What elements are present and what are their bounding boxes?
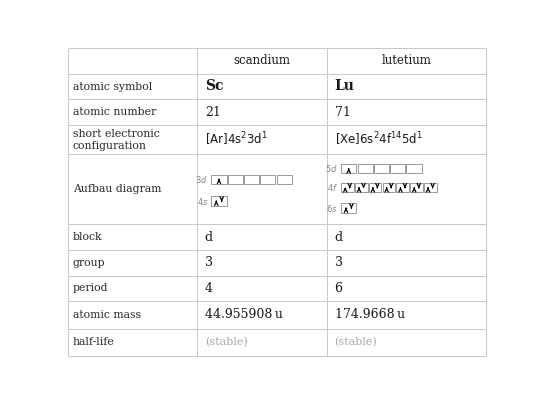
Bar: [341, 204, 356, 213]
Text: half-life: half-life: [73, 337, 114, 347]
Text: (stable): (stable): [205, 337, 247, 348]
Bar: [383, 183, 395, 192]
Text: 174.9668 u: 174.9668 u: [334, 308, 404, 322]
Bar: [396, 183, 409, 192]
Bar: [369, 183, 381, 192]
Text: $\rm [Xe]6s^{2}4f^{14}5d^{1}$: $\rm [Xe]6s^{2}4f^{14}5d^{1}$: [334, 131, 422, 148]
Text: (stable): (stable): [334, 337, 377, 348]
Text: $4f$: $4f$: [327, 182, 338, 193]
Text: d: d: [334, 230, 342, 244]
Bar: [357, 164, 373, 174]
Text: $4s$: $4s$: [197, 196, 208, 206]
Bar: [410, 183, 423, 192]
Text: $6s$: $6s$: [326, 203, 338, 214]
Text: $\rm [Ar]4s^{2}3d^{1}$: $\rm [Ar]4s^{2}3d^{1}$: [205, 131, 268, 148]
Text: Lu: Lu: [334, 80, 354, 94]
Text: scandium: scandium: [234, 54, 291, 67]
Bar: [374, 164, 389, 174]
Text: atomic mass: atomic mass: [73, 310, 141, 320]
Bar: [277, 175, 292, 184]
Text: 71: 71: [334, 106, 350, 119]
Bar: [260, 175, 275, 184]
Text: period: period: [73, 284, 109, 294]
Text: 3: 3: [205, 256, 213, 269]
Text: group: group: [73, 258, 105, 268]
Text: atomic number: atomic number: [73, 107, 156, 117]
Bar: [424, 183, 437, 192]
Text: Sc: Sc: [205, 80, 223, 94]
Bar: [244, 175, 259, 184]
Text: $5d$: $5d$: [325, 163, 338, 174]
Bar: [228, 175, 243, 184]
Text: 21: 21: [205, 106, 221, 119]
Text: atomic symbol: atomic symbol: [73, 82, 152, 92]
Text: lutetium: lutetium: [382, 54, 431, 67]
Text: d: d: [205, 230, 213, 244]
Bar: [407, 164, 422, 174]
Bar: [390, 164, 405, 174]
Bar: [212, 196, 227, 206]
Text: block: block: [73, 232, 103, 242]
Text: Aufbau diagram: Aufbau diagram: [73, 184, 161, 194]
Bar: [355, 183, 368, 192]
Text: 6: 6: [334, 282, 342, 295]
Bar: [212, 175, 227, 184]
Text: 4: 4: [205, 282, 213, 295]
Bar: [341, 183, 354, 192]
Bar: [341, 164, 356, 174]
Text: short electronic
configuration: short electronic configuration: [73, 128, 160, 150]
Text: $3d$: $3d$: [195, 174, 208, 185]
Text: 44.955908 u: 44.955908 u: [205, 308, 282, 322]
Text: 3: 3: [334, 256, 342, 269]
